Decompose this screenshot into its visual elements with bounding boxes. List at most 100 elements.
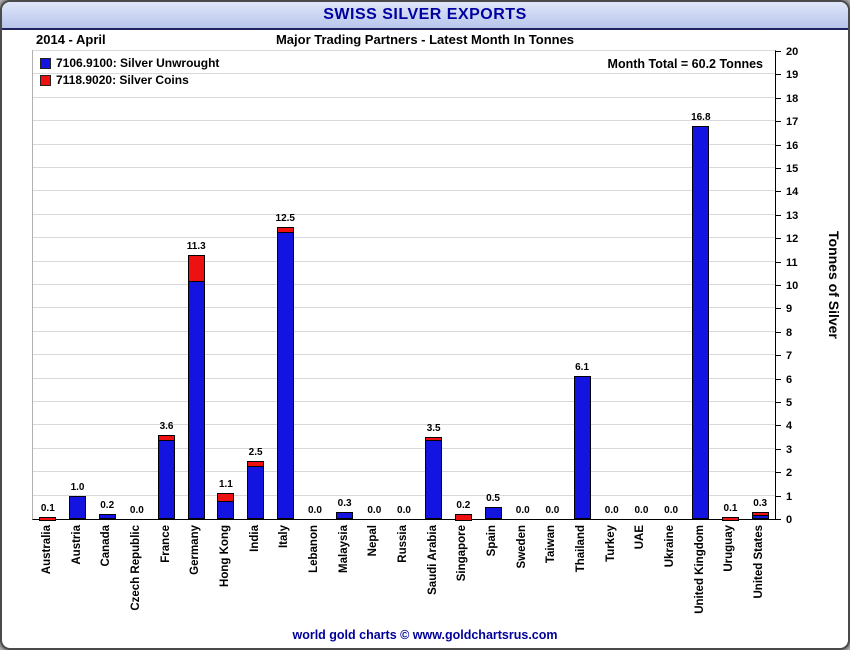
y-tick-label: 4: [786, 420, 793, 433]
y-tick: [776, 378, 781, 380]
bar-coins-segment: [425, 437, 443, 442]
bar-value-label: 0.0: [515, 505, 530, 516]
gridline: [33, 120, 775, 122]
legend: 7106.9100: Silver Unwrought 7118.9020: S…: [40, 56, 219, 87]
y-tick: [776, 168, 781, 169]
y-tick: [776, 191, 781, 193]
gridline: [33, 260, 775, 262]
bar-value-label: 0.3: [753, 497, 768, 509]
legend-item-coins: 7118.9020: Silver Coins: [40, 73, 219, 87]
y-tick: [776, 519, 781, 520]
y-tick-label: 20: [786, 46, 799, 58]
bar-value-label: 3.5: [426, 423, 441, 435]
y-tick-label: 14: [786, 186, 799, 199]
gridline: [33, 73, 775, 75]
bar-value-label: 0.2: [456, 500, 471, 512]
x-axis-label-malaysia: Malaysia: [337, 525, 350, 573]
y-tick-label: 1: [786, 490, 793, 503]
bar-canada: [98, 514, 116, 519]
title-bar: SWISS SILVER EXPORTS: [2, 2, 848, 30]
gridline: [33, 96, 775, 98]
y-tick-label: 10: [786, 280, 799, 292]
bar-australia: [39, 516, 57, 521]
bar-singapore: [454, 514, 472, 521]
legend-item-unwrought: 7106.9100: Silver Unwrought: [40, 56, 219, 70]
y-tick: [776, 425, 781, 427]
y-tick: [776, 97, 781, 99]
y-tick-label: 18: [786, 92, 799, 105]
gridline: [33, 237, 775, 239]
x-axis-label-canada: Canada: [100, 525, 113, 567]
y-tick: [776, 144, 781, 146]
gridline: [33, 471, 775, 473]
y-tick: [776, 355, 781, 357]
bar-value-label: 0.0: [634, 505, 649, 516]
x-axis-label-singapore: Singapore: [456, 525, 469, 582]
x-axis-label-spain: Spain: [486, 525, 499, 557]
bar-austria: [69, 495, 87, 519]
x-axis-label-russia: Russia: [397, 525, 409, 563]
y-tick: [776, 238, 781, 240]
x-axis-label-sweden: Sweden: [515, 525, 528, 569]
y-tick-label: 13: [786, 209, 799, 222]
y-tick: [776, 121, 781, 123]
y-tick: [776, 472, 781, 474]
y-tick: [776, 402, 781, 403]
gridline: [33, 494, 775, 496]
bar-value-label: 0.0: [308, 505, 322, 516]
bar-saudi-arabia: [425, 437, 443, 519]
bar-value-label: 0.3: [337, 497, 352, 509]
chart-subtitle: Major Trading Partners - Latest Month In…: [275, 32, 575, 47]
y-tick-label: 6: [786, 373, 793, 386]
y-tick-label: 16: [786, 139, 799, 152]
bar-value-label: 0.2: [100, 500, 115, 512]
bar-hong-kong: [217, 493, 235, 519]
bar-coins-segment: [276, 226, 294, 234]
bar-coins-segment: [187, 254, 205, 283]
y-tick: [776, 74, 781, 76]
bar-italy: [276, 226, 294, 519]
bar-value-label: 0.0: [397, 505, 411, 516]
x-axis-label-france: France: [159, 525, 172, 563]
x-axis-label-united-kingdom: United Kingdom: [693, 525, 706, 614]
x-axis-label-germany: Germany: [189, 525, 202, 575]
bar-value-label: 0.0: [545, 505, 560, 516]
bar-coins-segment: [217, 493, 235, 503]
y-tick-label: 7: [786, 350, 793, 363]
bar-value-label: 0.0: [604, 505, 619, 516]
gridline: [33, 354, 775, 356]
x-axis-label-czech-republic: Czech Republic: [129, 525, 142, 611]
y-tick-label: 19: [786, 69, 799, 82]
plot-area: 7106.9100: Silver Unwrought 7118.9020: S…: [32, 50, 776, 521]
gridline: [33, 167, 775, 168]
gridline: [33, 330, 775, 332]
bar-india: [247, 460, 265, 519]
x-axis-label-united-states: United States: [753, 525, 766, 599]
bar-value-label: 0.1: [723, 502, 738, 514]
x-axis-label-austria: Austria: [70, 525, 83, 565]
gridline: [33, 143, 775, 145]
y-tick: [776, 308, 781, 310]
bar-value-label: 6.1: [575, 362, 590, 374]
period-label: 2014 - April: [36, 32, 106, 47]
month-total-label: Month Total = 60.2 Tonnes: [607, 57, 763, 71]
bar-coins-segment: [454, 514, 472, 521]
x-axis-label-uruguay: Uruguay: [723, 525, 736, 572]
x-axis-label-thailand: Thailand: [575, 525, 588, 573]
gridline: [33, 284, 775, 285]
gridline: [33, 190, 775, 192]
x-axis-label-nepal: Nepal: [367, 525, 380, 557]
bar-value-label: 0.1: [40, 502, 55, 514]
y-tick-label: 2: [786, 467, 793, 480]
gridline: [33, 377, 775, 379]
y-tick: [776, 51, 781, 52]
bar-value-label: 2.5: [248, 446, 263, 458]
y-tick-label: 0: [786, 514, 793, 526]
bar-value-label: 0.0: [367, 505, 382, 516]
x-axis-label-india: India: [248, 525, 261, 552]
subheader: 2014 - April Major Trading Partners - La…: [2, 30, 848, 50]
bar-value-label: 16.8: [691, 111, 711, 123]
bar-value-label: 0.0: [129, 505, 144, 516]
chart-title: SWISS SILVER EXPORTS: [323, 6, 527, 23]
bar-value-label: 3.6: [159, 420, 174, 432]
